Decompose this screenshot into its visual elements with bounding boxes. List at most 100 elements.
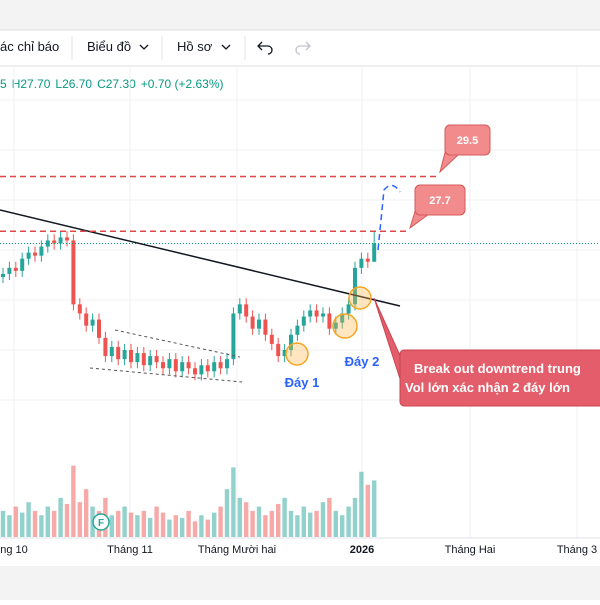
candle-body xyxy=(282,350,287,357)
volume-bar xyxy=(7,515,12,537)
candle-body xyxy=(218,362,223,369)
candle-body xyxy=(71,240,76,305)
volume-bar xyxy=(148,517,153,537)
candle-body xyxy=(269,334,274,344)
callout-box xyxy=(444,124,491,156)
candle-body xyxy=(225,359,229,369)
bottom-bar xyxy=(0,566,600,600)
candle-body xyxy=(97,319,101,338)
candle-body xyxy=(116,346,121,360)
candle-body xyxy=(237,304,242,314)
volume-bar xyxy=(205,519,210,537)
volume-bar xyxy=(192,521,198,537)
candle-body xyxy=(20,258,25,271)
x-axis-labels: ng 10 Tháng 11 Tháng Mười hai 2026 Tháng Hai… xyxy=(0,544,597,556)
event-badge xyxy=(92,513,110,531)
candle-body xyxy=(327,313,332,329)
annotation-text: Đáy 1 xyxy=(285,375,320,390)
volume-bar xyxy=(340,515,345,537)
legend-value: H27.70 xyxy=(12,77,51,91)
volume-bar xyxy=(333,510,338,537)
x-tick-label: Tháng 11 xyxy=(107,544,153,556)
candle-body xyxy=(365,258,370,262)
level-label: 29.5 xyxy=(457,135,478,147)
candle-body xyxy=(39,246,44,256)
toolbar-button[interactable]: Hồ sơ xyxy=(177,39,213,54)
x-tick-label: 2026 xyxy=(350,544,374,556)
volume-bar xyxy=(45,506,50,537)
volume-bar xyxy=(224,489,230,537)
candle-body xyxy=(122,350,127,360)
callout-box xyxy=(399,349,600,407)
volume-bar xyxy=(320,502,326,537)
volume-bar xyxy=(263,515,268,537)
volume-bar xyxy=(269,510,274,537)
volume-bar xyxy=(0,510,6,537)
candle-body xyxy=(77,304,82,314)
dropdown-icon[interactable] xyxy=(139,44,149,50)
candle-body xyxy=(90,319,95,326)
volume-bar xyxy=(327,497,332,537)
candle-body xyxy=(263,319,268,335)
candle-body xyxy=(231,313,236,360)
volume-bar xyxy=(288,510,294,537)
volume-bar xyxy=(244,502,249,537)
marker-circle xyxy=(332,313,358,339)
candle-body xyxy=(295,325,300,335)
legend-value: L26.70 xyxy=(55,77,92,91)
candle-body xyxy=(340,313,345,323)
volume-bar xyxy=(359,471,364,537)
volume-bar xyxy=(20,512,25,537)
candle-body xyxy=(372,243,377,262)
volume-bar xyxy=(346,506,351,537)
window-bar xyxy=(0,0,600,30)
volume-bar xyxy=(301,506,306,537)
volume-bar xyxy=(128,512,134,537)
candle-body xyxy=(180,362,185,372)
volume-bar xyxy=(282,497,287,537)
annotation-text: Vol lớn xác nhận 2 đáy lớn xyxy=(405,380,570,395)
channel-line xyxy=(89,367,243,383)
volume-pane xyxy=(0,465,377,537)
candle-body xyxy=(257,319,261,329)
grid xyxy=(0,66,600,538)
candle-body xyxy=(26,252,31,259)
toolbar-button[interactable]: Biểu đồ xyxy=(87,39,131,54)
candle-body xyxy=(186,362,191,369)
candle-body xyxy=(359,258,364,268)
annotation-text: Đáy 2 xyxy=(345,354,380,369)
callout-box xyxy=(414,184,466,216)
toolbar-button[interactable]: ác chỉ báo xyxy=(0,39,59,54)
candle-body xyxy=(13,267,18,271)
candle-body xyxy=(52,240,57,244)
volume-bar xyxy=(308,512,313,537)
candle-body xyxy=(84,313,89,326)
volume-bar xyxy=(154,506,159,537)
x-tick-label: Tháng Hai xyxy=(445,544,496,556)
volume-bar xyxy=(256,506,262,537)
undo-button[interactable] xyxy=(257,41,273,55)
volume-bar xyxy=(71,465,76,537)
candle-body xyxy=(161,362,165,369)
candle-body xyxy=(289,334,293,350)
candle-body xyxy=(244,304,249,317)
volume-bar xyxy=(135,515,140,537)
candle-body xyxy=(308,310,313,317)
trendline xyxy=(0,209,401,307)
volume-bar xyxy=(237,497,242,537)
volume-bar xyxy=(32,510,38,537)
candle-body xyxy=(129,350,133,363)
redo-button[interactable] xyxy=(295,41,311,55)
volume-bar xyxy=(39,515,44,537)
volume-bar xyxy=(314,510,319,537)
candle-body xyxy=(199,365,204,375)
volume-bar xyxy=(52,510,57,537)
marker-circle xyxy=(285,342,309,366)
candle-body xyxy=(321,313,325,317)
candle-body xyxy=(103,337,108,357)
volume-bar xyxy=(231,467,236,537)
volume-bar xyxy=(186,510,191,537)
dropdown-icon[interactable] xyxy=(221,44,231,50)
candle-body xyxy=(45,240,50,247)
legend-value: +0.70 (+2.63%) xyxy=(141,77,224,91)
